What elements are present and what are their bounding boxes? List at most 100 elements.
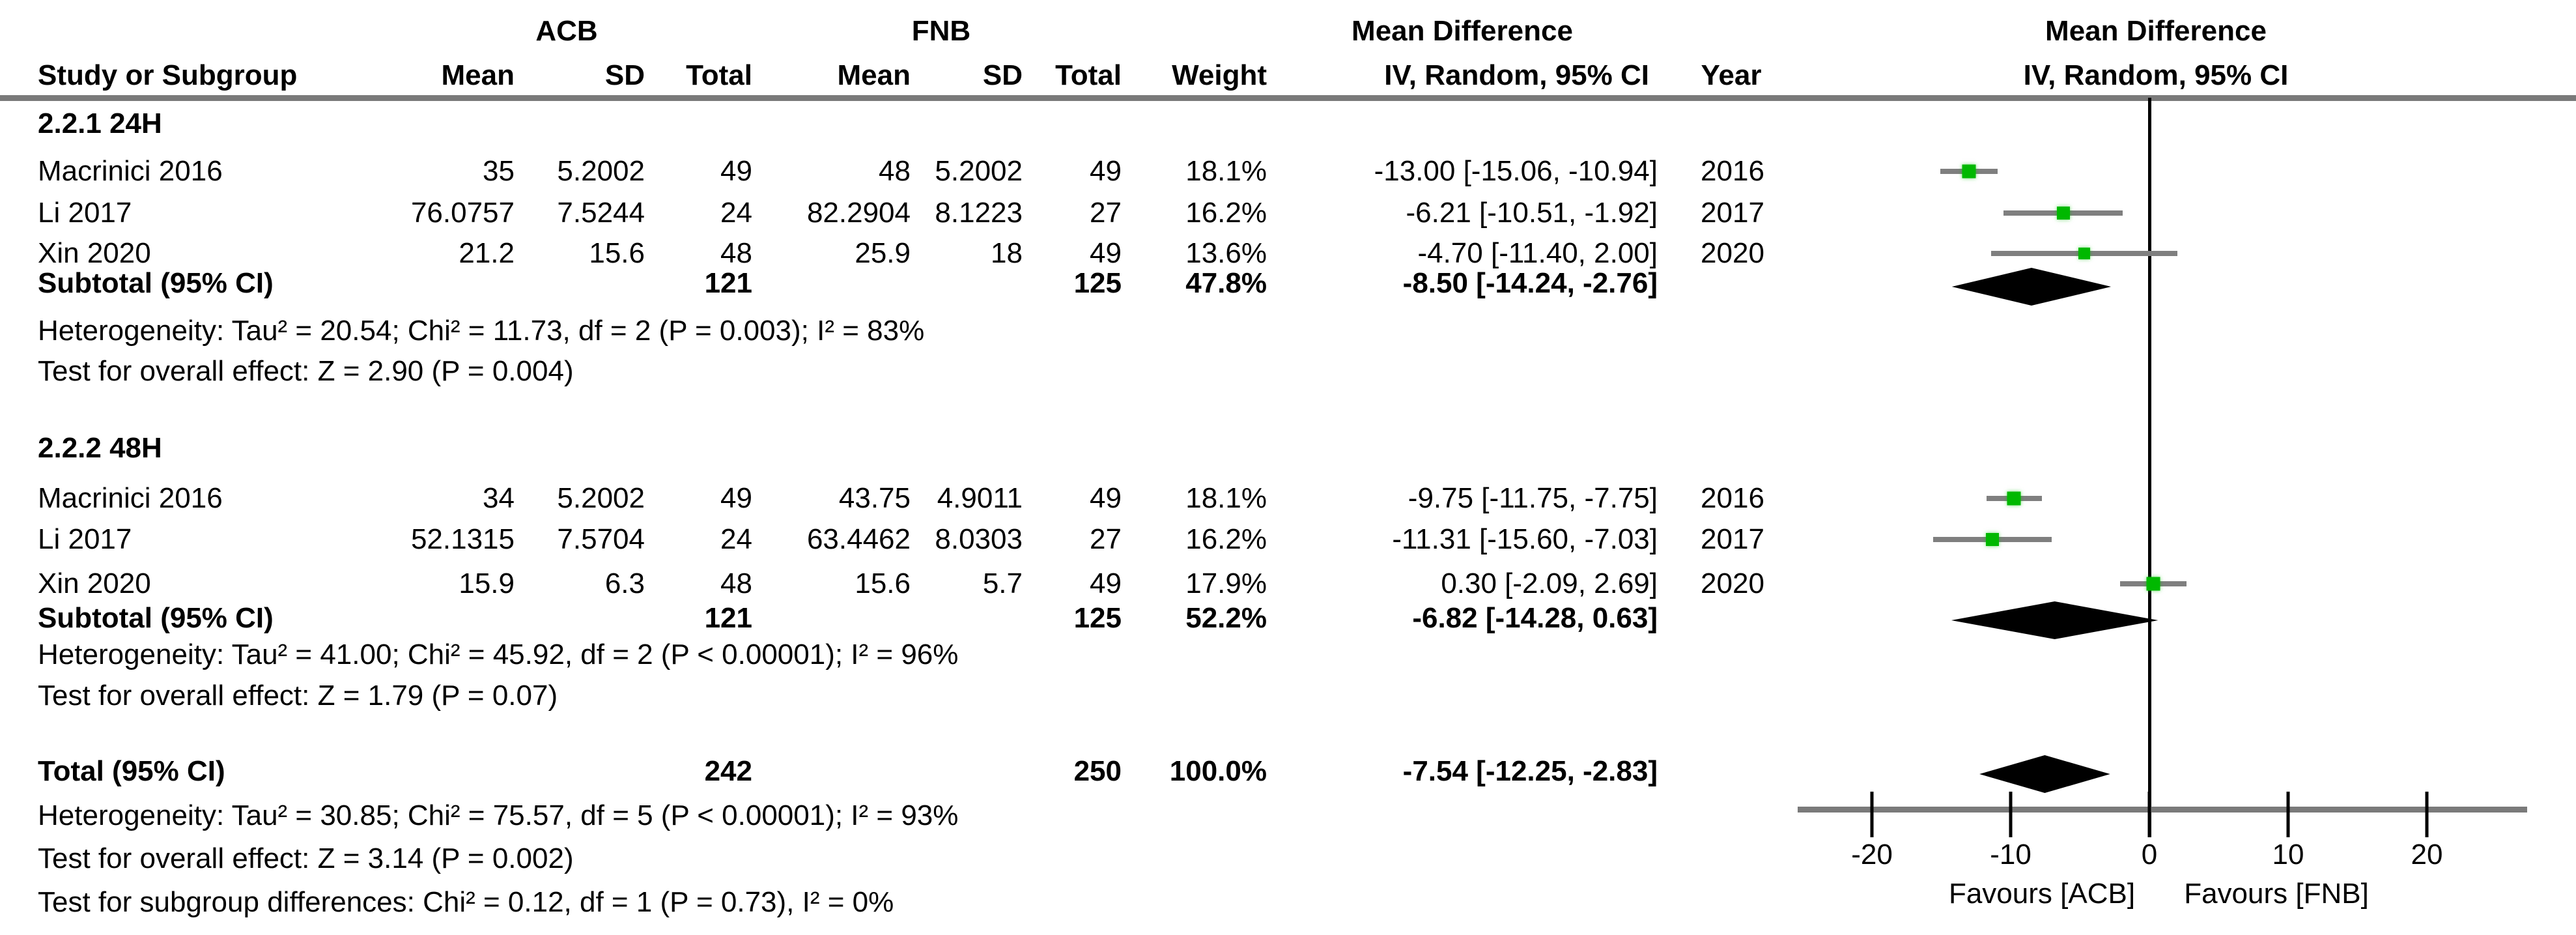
zero-effect-line (2148, 98, 2151, 837)
fnb-mean-value: 43.75 (838, 482, 911, 514)
fnb-total-value: 49 (1090, 568, 1122, 599)
weight-column-header: Weight (1172, 59, 1267, 91)
acb-sd-value: 5.2002 (557, 482, 645, 514)
acb-sd-value: 7.5704 (557, 523, 645, 555)
weight-value: 13.6% (1185, 237, 1267, 269)
acb-total-value: 121 (704, 602, 752, 634)
acb-sd-value: 15.6 (589, 237, 645, 269)
axis-tick-mark (2009, 792, 2013, 837)
effect-square (2146, 577, 2160, 591)
acb-total-value: 49 (720, 155, 752, 187)
fnb-sd-value: 4.9011 (937, 482, 1023, 514)
effect-square (1986, 533, 2000, 546)
fnb-total-value: 49 (1090, 482, 1122, 514)
md-ci-value: -13.00 [-15.06, -10.94] (1374, 155, 1658, 187)
fnb-mean-value: 63.4462 (806, 523, 911, 555)
effect-square (2078, 248, 2090, 259)
fnb-mean-header: Mean (837, 59, 911, 91)
iv-random-ci-header: IV, Random, 95% CI (1384, 59, 1649, 91)
acb-sd-value: 5.2002 (557, 155, 645, 187)
overall-effect-note: Test for overall effect: Z = 1.79 (P = 0… (38, 680, 558, 712)
effect-square (1962, 164, 1976, 179)
fnb-total-value: 27 (1090, 197, 1122, 229)
study-label: Li 2017 (38, 523, 132, 555)
year-value: 2016 (1701, 482, 1764, 514)
axis-tick-label: -10 (1990, 839, 2031, 870)
acb-total-value: 24 (720, 523, 752, 555)
fnb-sd-header: SD (982, 59, 1023, 91)
fnb-total-value: 125 (1073, 602, 1122, 634)
acb-mean-value: 15.9 (459, 568, 515, 599)
year-value: 2020 (1701, 237, 1764, 269)
year-value: 2016 (1701, 155, 1764, 187)
heterogeneity-note: Heterogeneity: Tau² = 41.00; Chi² = 45.9… (38, 639, 959, 670)
subgroup-title: 2.2.2 48H (38, 432, 162, 464)
heterogeneity-note: Heterogeneity: Tau² = 20.54; Chi² = 11.7… (38, 315, 925, 347)
favours-right-label: Favours [FNB] (2184, 878, 2369, 910)
fnb-sd-value: 8.0303 (935, 523, 1023, 555)
acb-total-value: 242 (704, 755, 752, 787)
fnb-mean-value: 25.9 (855, 237, 911, 269)
subtotal-diamond (1951, 601, 2158, 639)
axis-tick-label: 0 (2141, 839, 2158, 870)
fnb-sd-value: 18 (991, 237, 1023, 269)
md-ci-value: -8.50 [-14.24, -2.76] (1402, 267, 1658, 299)
pooled-label: Total (95% CI) (38, 755, 225, 787)
fnb-mean-value: 48 (879, 155, 911, 187)
study-label: Xin 2020 (38, 237, 151, 269)
acb-mean-value: 52.1315 (410, 523, 515, 555)
study-column-header: Study or Subgroup (38, 59, 298, 91)
year-value: 2017 (1701, 197, 1764, 229)
weight-value: 18.1% (1185, 155, 1267, 187)
subgroup-differences-note: Test for subgroup differences: Chi² = 0.… (38, 886, 894, 918)
weight-value: 52.2% (1185, 602, 1267, 634)
total-heterogeneity-note: Heterogeneity: Tau² = 30.85; Chi² = 75.5… (38, 799, 959, 831)
acb-sd-value: 6.3 (604, 568, 645, 599)
year-column-header: Year (1701, 59, 1762, 91)
md-ci-value: -9.75 [-11.75, -7.75] (1408, 482, 1658, 514)
weight-value: 16.2% (1185, 197, 1267, 229)
axis-tick-mark (1870, 792, 1874, 837)
fnb-total-header: Total (1055, 59, 1122, 91)
weight-value: 47.8% (1185, 267, 1267, 299)
weight-value: 16.2% (1185, 523, 1267, 555)
study-label: Macrinici 2016 (38, 155, 223, 187)
header-separator-line (0, 95, 2576, 101)
fnb-total-value: 49 (1090, 155, 1122, 187)
acb-sd-header: SD (604, 59, 645, 91)
subgroup-title: 2.2.1 24H (38, 108, 162, 139)
fnb-mean-value: 15.6 (855, 568, 911, 599)
md-ci-value: -6.82 [-14.28, 0.63] (1412, 602, 1658, 634)
fnb-sd-value: 5.7 (982, 568, 1023, 599)
acb-total-value: 24 (720, 197, 752, 229)
study-label: Xin 2020 (38, 568, 151, 599)
weight-value: 100.0% (1169, 755, 1267, 787)
acb-mean-value: 21.2 (459, 237, 515, 269)
axis-tick-label: 10 (2272, 839, 2304, 870)
axis-tick-mark (2425, 792, 2429, 837)
axis-tick-label: 20 (2411, 839, 2443, 870)
md-ci-value: -6.21 [-10.51, -1.92] (1406, 197, 1658, 229)
weight-value: 17.9% (1185, 568, 1267, 599)
md-column-header: Mean Difference (1352, 15, 1573, 47)
fnb-mean-value: 82.2904 (806, 197, 911, 229)
study-label: Li 2017 (38, 197, 132, 229)
acb-mean-value: 35 (483, 155, 515, 187)
plot-md-header: Mean Difference (2045, 15, 2267, 47)
fnb-total-value: 125 (1073, 267, 1122, 299)
subtotal-diamond (1951, 268, 2112, 306)
total-overall-effect-note: Test for overall effect: Z = 3.14 (P = 0… (38, 842, 574, 874)
axis-tick-mark (2147, 792, 2151, 837)
acb-total-header: Total (686, 59, 752, 91)
weight-value: 18.1% (1185, 482, 1267, 514)
acb-total-value: 121 (704, 267, 752, 299)
total-diamond (1979, 755, 2110, 793)
axis-tick-mark (2286, 792, 2290, 837)
study-label: Macrinici 2016 (38, 482, 223, 514)
acb-mean-value: 34 (483, 482, 515, 514)
md-ci-value: -11.31 [-15.60, -7.03] (1392, 523, 1658, 555)
fnb-sd-value: 5.2002 (935, 155, 1023, 187)
year-value: 2017 (1701, 523, 1764, 555)
pooled-label: Subtotal (95% CI) (38, 602, 274, 634)
